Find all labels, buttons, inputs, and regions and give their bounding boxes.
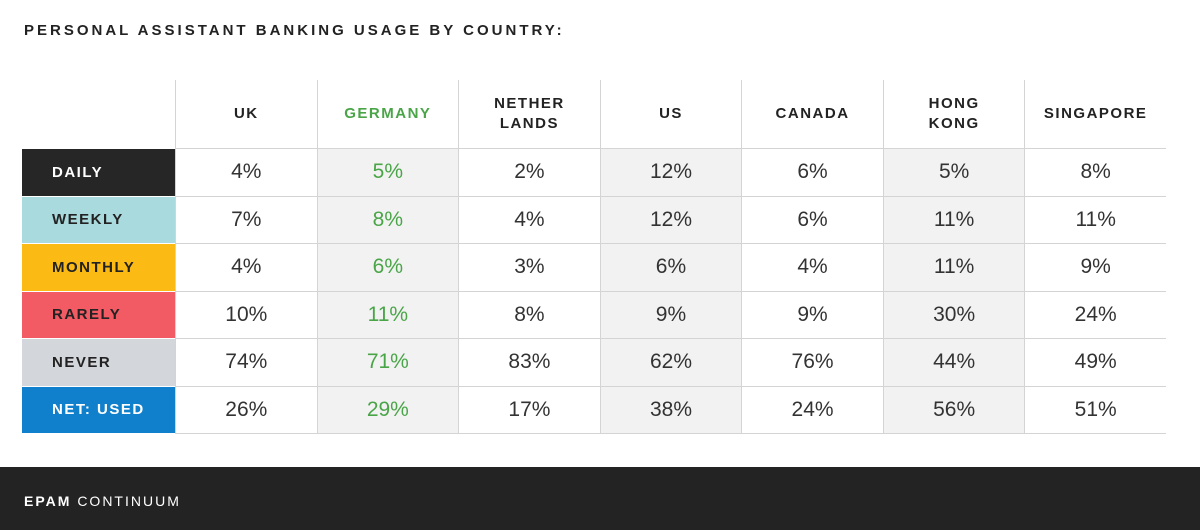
row-label: RARELY [22, 291, 175, 339]
column-header-line: GERMANY [344, 105, 432, 122]
column-header-line: US [659, 105, 683, 122]
table-cell: 11% [882, 196, 1025, 244]
column-header-line: LANDS [499, 115, 559, 132]
row-label: MONTHLY [22, 244, 175, 292]
table-cell: 83% [458, 339, 600, 387]
table-cell: 9% [741, 291, 883, 339]
table-cell: 9% [599, 291, 742, 339]
table-cell: 24% [1024, 291, 1166, 339]
table-cell: 4% [175, 149, 317, 197]
chart-title: PERSONAL ASSISTANT BANKING USAGE BY COUN… [24, 22, 565, 39]
table-cell: 5% [316, 149, 459, 197]
table-cell: 4% [175, 244, 317, 292]
table-cell: 7% [175, 196, 317, 244]
column-header: GERMANY [316, 80, 459, 149]
table-cell: 10% [175, 291, 317, 339]
brand-primary: EPAM [24, 493, 72, 509]
table-cell: 4% [741, 244, 883, 292]
column-header-line: NETHER [494, 95, 565, 112]
table-cell: 38% [599, 386, 742, 434]
brand-secondary: CONTINUUM [77, 493, 181, 509]
row-label: WEEKLY [22, 196, 175, 244]
column-header-line: UK [233, 105, 259, 122]
column-header-line: SINGAPORE [1043, 105, 1148, 122]
table-cell: 6% [599, 244, 742, 292]
table-cell: 12% [599, 149, 742, 197]
table-cell: 6% [741, 149, 883, 197]
table-cell: 56% [882, 386, 1025, 434]
column-header: SINGAPORE [1024, 80, 1166, 149]
table-cell: 71% [316, 339, 459, 387]
column-header-line: CANADA [775, 105, 850, 122]
table-cell: 12% [599, 196, 742, 244]
usage-table: UK GERMANY NETHER LANDS US CANADA HONG KONG SING… [22, 80, 1166, 434]
table-cell: 9% [1024, 244, 1166, 292]
table-cell: 11% [316, 291, 459, 339]
table-cell: 74% [175, 339, 317, 387]
table-cell: 6% [316, 244, 459, 292]
column-header: US [599, 80, 742, 149]
table-cell: 8% [458, 291, 600, 339]
table-cell: 11% [1024, 196, 1166, 244]
table-cell: 2% [458, 149, 600, 197]
brand-logo: EPAM CONTINUUM [24, 493, 181, 509]
table-cell: 3% [458, 244, 600, 292]
column-header: UK [175, 80, 317, 149]
table-cell: 6% [741, 196, 883, 244]
column-header: HONG KONG [882, 80, 1025, 149]
table-cell: 5% [882, 149, 1025, 197]
table-cell: 4% [458, 196, 600, 244]
table-cell: 44% [882, 339, 1025, 387]
table-cell: 26% [175, 386, 317, 434]
table-cell: 62% [599, 339, 742, 387]
table-cell: 24% [741, 386, 883, 434]
column-header: CANADA [741, 80, 883, 149]
table-cell: 76% [741, 339, 883, 387]
table-cell: 11% [882, 244, 1025, 292]
table-cell: 8% [316, 196, 459, 244]
table-cell: 29% [316, 386, 459, 434]
table-cell: 17% [458, 386, 600, 434]
row-label: NET: USED [22, 386, 175, 434]
table-cell: 51% [1024, 386, 1166, 434]
row-label: DAILY [22, 149, 175, 197]
table-cell: 30% [882, 291, 1025, 339]
row-label: NEVER [22, 339, 175, 387]
table-cell: 8% [1024, 149, 1166, 197]
footer-bar: EPAM CONTINUUM [0, 467, 1200, 530]
table-cell: 49% [1024, 339, 1166, 387]
column-header-line: HONG [928, 95, 980, 112]
column-header-line: KONG [928, 115, 980, 132]
column-header: NETHER LANDS [458, 80, 600, 149]
